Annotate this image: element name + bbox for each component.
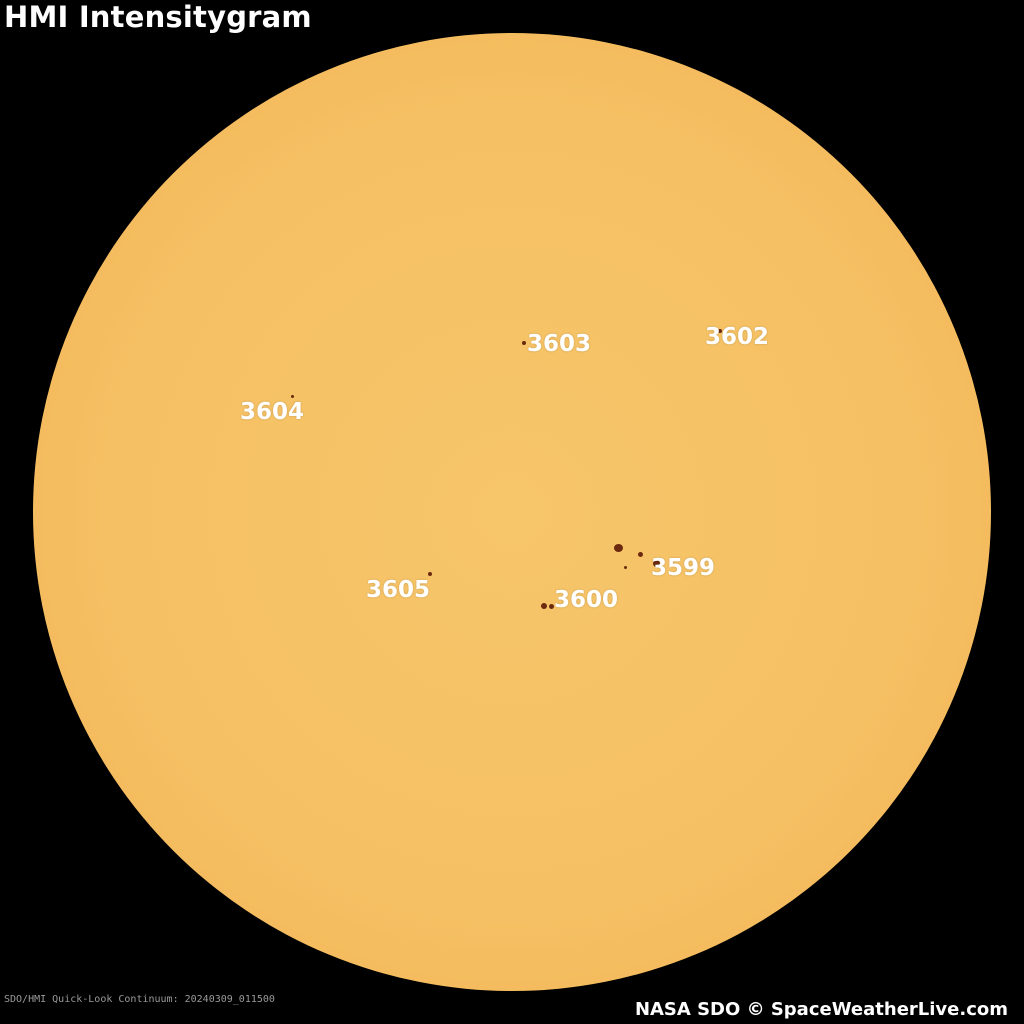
- sunspot-3599: [653, 560, 660, 567]
- image-caption: SDO/HMI Quick-Look Continuum: 20240309_0…: [4, 994, 275, 1005]
- region-label-3600: 3600: [554, 587, 619, 613]
- image-title: HMI Intensitygram: [4, 0, 312, 34]
- solar-disk: [33, 33, 991, 991]
- sunspot-3602: [718, 329, 722, 333]
- image-credit: NASA SDO © SpaceWeatherLive.com: [634, 999, 1008, 1020]
- sunspot-3599: [624, 566, 627, 569]
- sunspot-3599: [614, 544, 623, 552]
- sunspot-3600: [549, 604, 554, 609]
- region-label-3604: 3604: [240, 399, 305, 425]
- sunspot-3599: [638, 552, 643, 557]
- sunspot-3605: [428, 572, 432, 576]
- sunspot-3600: [541, 603, 547, 609]
- sunspot-3604: [291, 395, 294, 398]
- region-label-3603: 3603: [527, 331, 592, 357]
- region-label-3599: 3599: [651, 555, 716, 581]
- sunspot-3603: [522, 341, 526, 345]
- region-label-3605: 3605: [366, 577, 431, 603]
- region-label-3602: 3602: [705, 324, 770, 350]
